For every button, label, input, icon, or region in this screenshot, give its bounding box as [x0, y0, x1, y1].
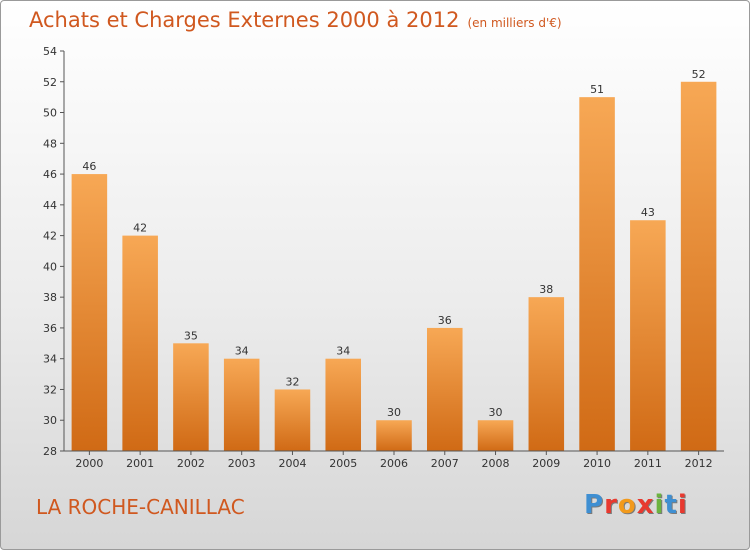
value-label-2010: 51: [590, 83, 604, 96]
bar-2003: [223, 358, 260, 451]
x-tick-label-2009: 2009: [532, 457, 560, 470]
y-tick-label: 34: [43, 353, 57, 366]
bar-2002: [173, 343, 209, 451]
value-label-2012: 52: [692, 68, 706, 81]
x-tick-label-2007: 2007: [431, 457, 459, 470]
y-tick-label: 54: [43, 45, 57, 58]
value-label-2000: 46: [82, 160, 96, 173]
value-label-2003: 34: [235, 345, 249, 358]
logo-letter: t: [664, 490, 678, 520]
y-tick-label: 48: [43, 137, 57, 150]
logo-letter: i: [654, 490, 665, 520]
bar-2007: [427, 327, 463, 451]
y-axis: 28 30 32 34 36 38 40 42 44 46 48 50 52 54: [43, 45, 65, 458]
proxiti-logo: Proxiti: [584, 490, 688, 520]
value-label-2006: 30: [387, 406, 401, 419]
x-tick-label-2000: 2000: [75, 457, 103, 470]
y-tick-label: 44: [43, 199, 57, 212]
y-tick-label: 52: [43, 76, 57, 89]
value-labels-group: 46 42 35 34 32 34 30 36 30 38 51 43 52: [82, 68, 705, 419]
x-tick-label-2005: 2005: [329, 457, 357, 470]
chart-title-text: Achats et Charges Externes 2000 à 2012: [29, 8, 460, 32]
value-label-2009: 38: [539, 283, 553, 296]
y-tick-label: 32: [43, 383, 57, 396]
value-label-2002: 35: [184, 329, 198, 342]
y-tick-label: 50: [43, 107, 57, 120]
value-label-2011: 43: [641, 206, 655, 219]
y-tick-label: 42: [43, 230, 57, 243]
bar-2008: [477, 420, 514, 451]
logo-letter: o: [617, 490, 637, 520]
x-tick-label-2010: 2010: [583, 457, 611, 470]
logo-letter: x: [636, 490, 655, 520]
x-tick-label-2002: 2002: [177, 457, 205, 470]
chart-subtitle: (en milliers d'€): [467, 16, 562, 30]
city-name: LA ROCHE-CANILLAC: [36, 495, 245, 519]
bar-2011: [630, 220, 666, 451]
value-label-2008: 30: [489, 406, 503, 419]
bar-2012: [680, 81, 717, 452]
x-tick-label-2001: 2001: [126, 457, 154, 470]
value-label-2007: 36: [438, 314, 452, 327]
bar-2001: [122, 235, 158, 451]
y-tick-label: 38: [43, 291, 57, 304]
x-tick-label-2004: 2004: [278, 457, 306, 470]
bar-2005: [325, 358, 361, 451]
y-tick-label: 30: [43, 414, 57, 427]
bar-2009: [528, 297, 565, 451]
bar-2004: [274, 389, 311, 451]
y-tick-label: 28: [43, 445, 57, 458]
x-axis: 2000 2001 2002 2003 2004 2005 2006 2007 2008 2009…: [64, 450, 724, 470]
y-tick-label: 36: [43, 322, 57, 335]
logo-letter: r: [604, 490, 618, 520]
x-tick-label-2008: 2008: [482, 457, 510, 470]
logo-letter: i: [677, 490, 688, 520]
x-tick-label-2012: 2012: [685, 457, 713, 470]
x-tick-label-2011: 2011: [634, 457, 662, 470]
x-tick-label-2003: 2003: [228, 457, 256, 470]
logo-letter: P: [584, 490, 605, 520]
value-label-2005: 34: [336, 345, 350, 358]
bar-2010: [579, 97, 615, 452]
x-tick-label-2006: 2006: [380, 457, 408, 470]
y-tick-label: 40: [43, 260, 57, 273]
bars-group: [71, 81, 717, 452]
chart-title: Achats et Charges Externes 2000 à 2012 (e…: [29, 8, 562, 32]
value-label-2004: 32: [285, 375, 299, 388]
value-label-2001: 42: [133, 222, 147, 235]
bar-2000: [71, 174, 108, 452]
y-tick-label: 46: [43, 168, 57, 181]
bar-2006: [376, 420, 412, 451]
